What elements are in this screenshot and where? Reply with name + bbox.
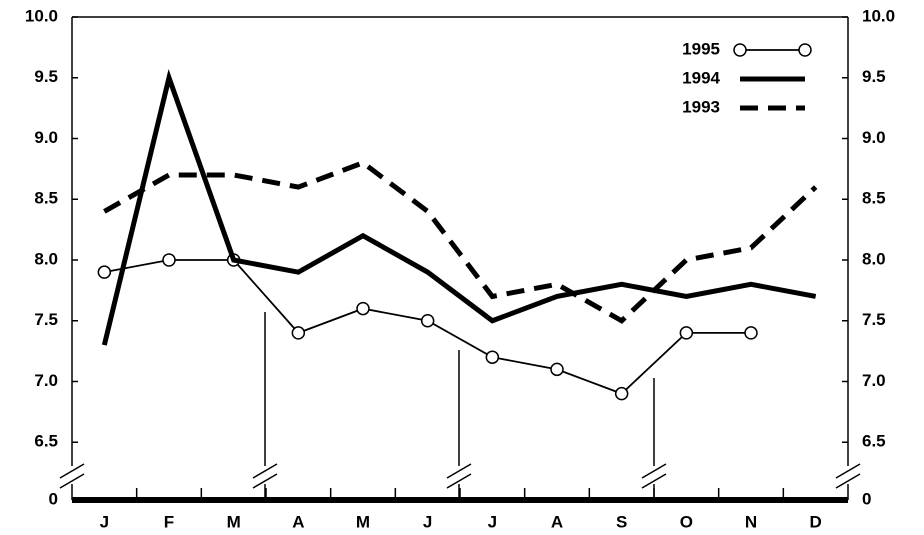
- y-tick-label: 9.0: [34, 128, 58, 147]
- y-tick-label: 8.5: [34, 189, 58, 208]
- series-line: [101, 68, 817, 346]
- x-tick-label: J: [488, 512, 497, 531]
- point: [97, 265, 112, 279]
- point: [485, 350, 500, 364]
- point: [356, 301, 370, 316]
- x-tick-label: M: [227, 512, 241, 531]
- y2-tick-label: 9.0: [862, 128, 886, 147]
- legend-label: 1995: [682, 39, 720, 58]
- y2-tick-label: 0: [862, 489, 871, 508]
- legend-marker: [798, 43, 812, 57]
- x-tick-label: M: [356, 512, 370, 531]
- x-tick-label: A: [551, 512, 563, 531]
- point: [744, 326, 758, 340]
- x-tick-label: O: [680, 512, 693, 531]
- y-tick-label: 7.0: [34, 371, 58, 390]
- x-tick-label: F: [164, 512, 174, 531]
- legend-label: 1994: [682, 68, 720, 87]
- x-tick-label: J: [423, 512, 432, 531]
- y2-tick-label: 7.0: [862, 371, 886, 390]
- x-tick-label: S: [616, 512, 627, 531]
- legend-label: 1993: [682, 97, 720, 116]
- legend-marker: [733, 43, 747, 57]
- decorations: [59, 16, 861, 500]
- axis-break: [59, 463, 85, 489]
- point: [162, 253, 176, 267]
- x-tick-label: A: [292, 512, 304, 531]
- axis-break: [641, 463, 667, 489]
- y2-tick-label: 6.5: [862, 432, 886, 451]
- y2-tick-label: 8.5: [862, 189, 886, 208]
- x-tick-label: D: [810, 512, 822, 531]
- y2-tick-label: 7.5: [862, 310, 886, 329]
- axis-break: [252, 463, 278, 489]
- y-tick-label: 9.5: [34, 67, 58, 86]
- series-line: [103, 159, 818, 324]
- y2-tick-label: 9.5: [862, 67, 886, 86]
- y2-tick-label: 8.0: [862, 249, 886, 268]
- y2-tick-label: 10.0: [862, 6, 895, 25]
- y-tick-label: 8.0: [34, 249, 58, 268]
- axis-break: [835, 463, 861, 489]
- point: [679, 326, 694, 340]
- point: [420, 314, 435, 328]
- x-tick-label: J: [100, 512, 109, 531]
- y-tick-label: 0: [49, 489, 58, 508]
- point: [614, 386, 629, 401]
- x-tick-label: N: [745, 512, 757, 531]
- y-tick-label: 10.0: [25, 6, 58, 25]
- point: [550, 362, 564, 377]
- y-tick-label: 6.5: [34, 432, 58, 451]
- axis-break: [446, 463, 472, 489]
- point: [291, 326, 306, 340]
- y-tick-label: 7.5: [34, 310, 58, 329]
